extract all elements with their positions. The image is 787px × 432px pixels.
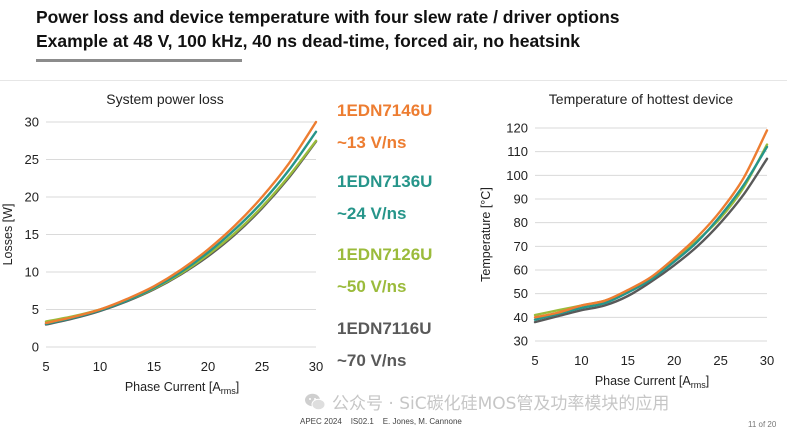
x-tick-label: 5 [42,359,49,374]
y-tick-label: 120 [506,121,528,136]
chart-title: Temperature of hottest device [549,91,734,107]
legend-name: 1EDN7146U [337,101,433,120]
legend-item-1edn7116u: 1EDN7116U ~70 V/ns [337,318,432,372]
legend-slew-rate: ~70 V/ns [337,351,407,370]
legend-slew-rate: ~50 V/ns [337,277,407,296]
y-tick-label: 50 [514,286,528,301]
legend-slew-rate: ~24 V/ns [337,204,407,223]
y-tick-label: 30 [25,115,39,130]
legend-name: 1EDN7136U [337,172,433,191]
legend-slew-rate: ~13 V/ns [337,133,407,152]
watermark: 公众号 · SiC碳化硅MOS管及功率模块的应用 [304,389,669,414]
header-divider [0,80,787,81]
y-tick-label: 30 [514,334,528,349]
x-tick-label: 15 [621,353,635,368]
y-tick-label: 5 [32,302,39,317]
legend-name: 1EDN7116U [337,319,432,338]
x-tick-label: 10 [93,359,107,374]
slide-footer: APEC 2024 IS02.1 E. Jones, M. Cannone [300,417,462,426]
y-tick-label: 110 [507,144,528,159]
y-axis-label: Losses [W] [1,204,15,266]
wechat-icon [305,393,326,410]
series-line-1edn7126u [533,143,769,317]
y-tick-label: 0 [32,340,39,355]
legend-item-1edn7126u: 1EDN7126U ~50 V/ns [337,244,432,298]
x-axis-label: Phase Current [Arms] [125,380,239,396]
y-tick-label: 10 [25,265,39,280]
y-tick-label: 25 [25,152,39,167]
series-line-1edn7146u [44,120,318,325]
y-tick-label: 15 [25,227,39,242]
y-axis-label: Temperature [°C] [479,187,493,282]
x-tick-label: 25 [255,359,269,374]
page-number: 11 of 20 [748,420,777,429]
series-line-1edn7146u [533,129,769,319]
slide-title-line-1: Power loss and device temperature with f… [36,7,620,27]
chart-title: System power loss [106,91,223,107]
x-tick-label: 15 [147,359,161,374]
title-underline [36,59,242,62]
y-tick-label: 20 [25,190,39,205]
y-tick-label: 60 [514,263,528,278]
x-tick-label: 30 [309,359,323,374]
y-tick-label: 40 [514,310,528,325]
watermark-text: 公众号 · SiC碳化硅MOS管及功率模块的应用 [332,394,670,414]
series-line-1edn7136u [533,145,769,321]
x-tick-label: 20 [201,359,215,374]
x-axis-label: Phase Current [Arms] [595,374,709,390]
temperature-chart: Temperature of hottest device 30 40 50 60 70 8… [479,91,774,390]
y-tick-label: 70 [514,239,528,254]
slide-title-line-2: Example at 48 V, 100 kHz, 40 ns dead-tim… [36,31,581,51]
y-tick-label: 80 [514,215,528,230]
x-tick-label: 25 [713,353,727,368]
series-line-1edn7116u [533,157,769,324]
y-tick-label: 100 [506,168,528,183]
slide-title: Power loss and device temperature with f… [36,5,620,53]
y-tick-label: 90 [514,192,528,207]
legend-name: 1EDN7126U [337,245,433,264]
x-tick-label: 5 [531,353,538,368]
legend-item-1edn7146u: 1EDN7146U ~13 V/ns [337,100,432,154]
x-tick-label: 30 [760,353,774,368]
legend-item-1edn7136u: 1EDN7136U ~24 V/ns [337,171,432,225]
x-tick-label: 20 [667,353,681,368]
x-tick-label: 10 [574,353,588,368]
